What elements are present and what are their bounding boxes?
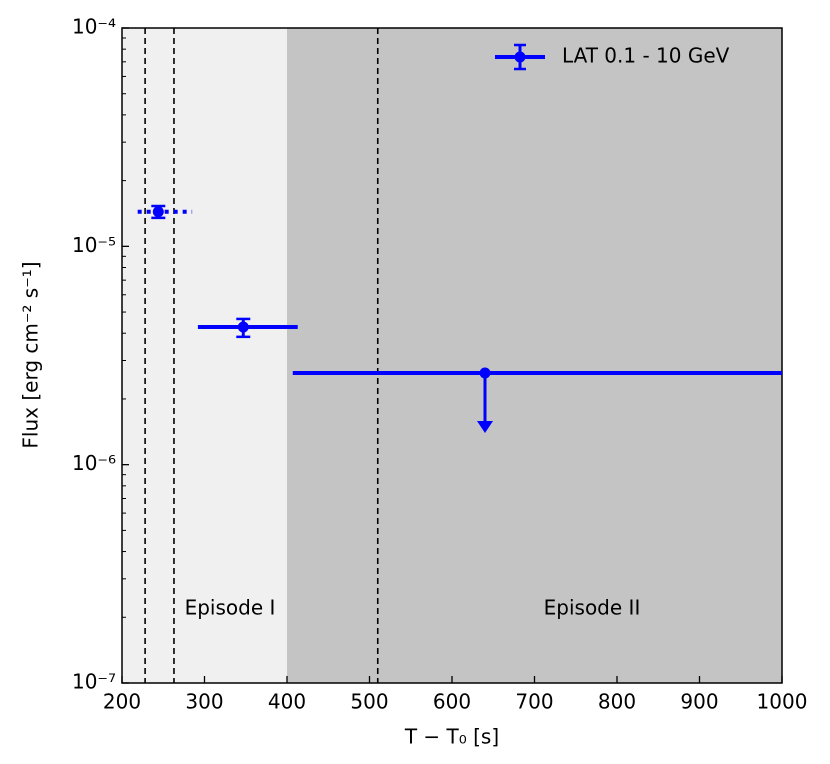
x-tick-label: 800 <box>598 690 636 714</box>
annotation: Episode I <box>185 596 276 620</box>
legend-marker <box>514 51 526 63</box>
legend-label: LAT 0.1 - 10 GeV <box>562 44 730 68</box>
y-tick-label: 10⁻⁷ <box>72 670 116 694</box>
marker <box>237 321 249 333</box>
x-tick-label: 300 <box>185 690 223 714</box>
x-tick-label: 600 <box>433 690 471 714</box>
y-tick-label: 10⁻⁴ <box>72 15 116 39</box>
marker <box>479 367 491 379</box>
x-tick-label: 700 <box>515 690 553 714</box>
x-tick-label: 500 <box>350 690 388 714</box>
x-tick-label: 1000 <box>757 690 808 714</box>
shaded-region <box>122 28 287 683</box>
marker <box>152 206 164 218</box>
x-tick-label: 200 <box>103 690 141 714</box>
y-tick-label: 10⁻⁶ <box>72 451 116 475</box>
annotation: Episode II <box>544 596 641 620</box>
y-axis-label: Flux [erg cm⁻² s⁻¹] <box>19 261 43 448</box>
y-tick-label: 10⁻⁵ <box>72 233 116 257</box>
upper-limit-arrowhead <box>477 420 493 433</box>
x-tick-label: 400 <box>268 690 306 714</box>
x-tick-label: 900 <box>680 690 718 714</box>
x-axis-label: T − T₀ [s] <box>404 725 499 749</box>
shaded-region <box>287 28 782 683</box>
